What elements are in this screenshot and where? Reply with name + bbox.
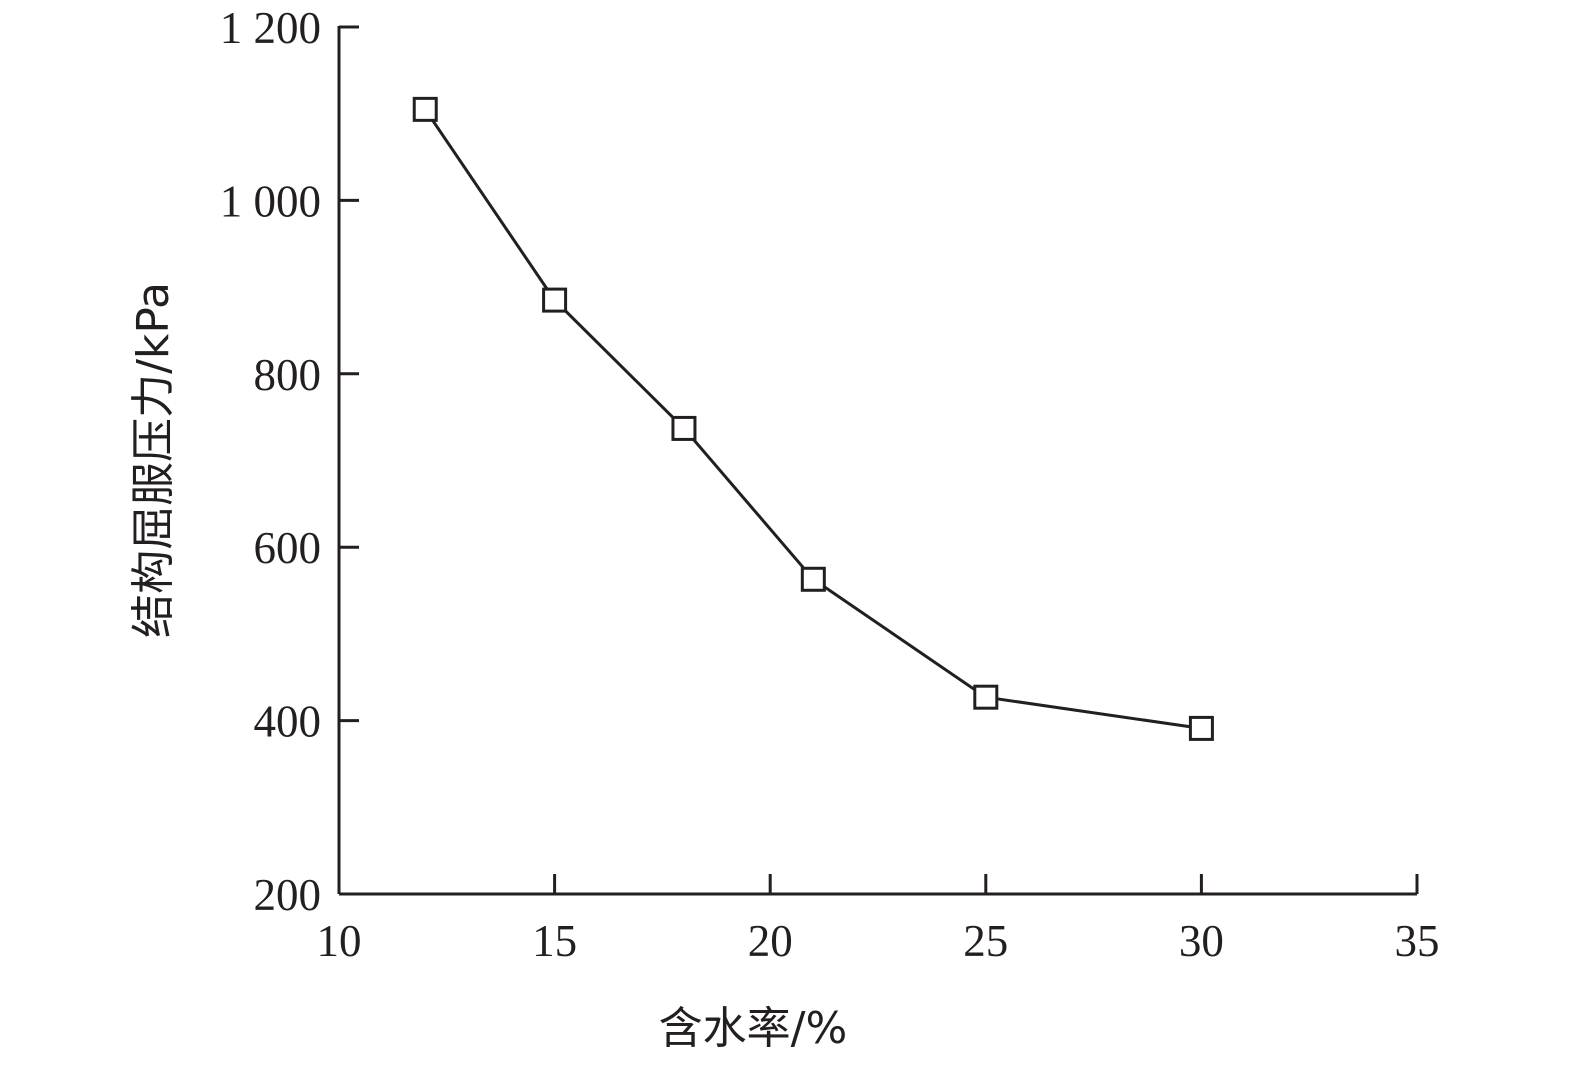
x-tick-label: 15 <box>532 916 577 966</box>
series-line <box>423 108 1202 730</box>
x-tick-label: 10 <box>317 916 362 966</box>
plot-series <box>412 96 1214 741</box>
data-point-marker <box>1188 715 1214 741</box>
data-point-marker <box>542 287 568 313</box>
y-tick-label: 1 000 <box>220 176 321 226</box>
x-tick-label: 20 <box>748 916 793 966</box>
x-tick-label: 30 <box>1179 916 1224 966</box>
y-ticks: 200 400 600 800 1 000 1 200 <box>220 3 359 920</box>
y-axis-title: 结构屈服压力/kPa <box>128 282 179 638</box>
y-tick-label: 1 200 <box>220 3 321 53</box>
x-tick-label: 35 <box>1395 916 1440 966</box>
axes <box>337 26 1417 896</box>
y-tick-label: 200 <box>254 870 322 920</box>
y-tick-label: 400 <box>254 697 322 747</box>
y-tick-label: 600 <box>254 523 322 573</box>
data-point-marker <box>412 96 438 122</box>
x-tick-label: 25 <box>963 916 1008 966</box>
x-ticks: 10 15 20 25 30 35 <box>317 874 1440 966</box>
y-tick-label: 800 <box>254 350 322 400</box>
data-point-marker <box>671 415 697 441</box>
x-axis-title: 含水率/% <box>659 1003 848 1054</box>
data-point-marker <box>800 566 826 592</box>
data-point-marker <box>973 684 999 710</box>
